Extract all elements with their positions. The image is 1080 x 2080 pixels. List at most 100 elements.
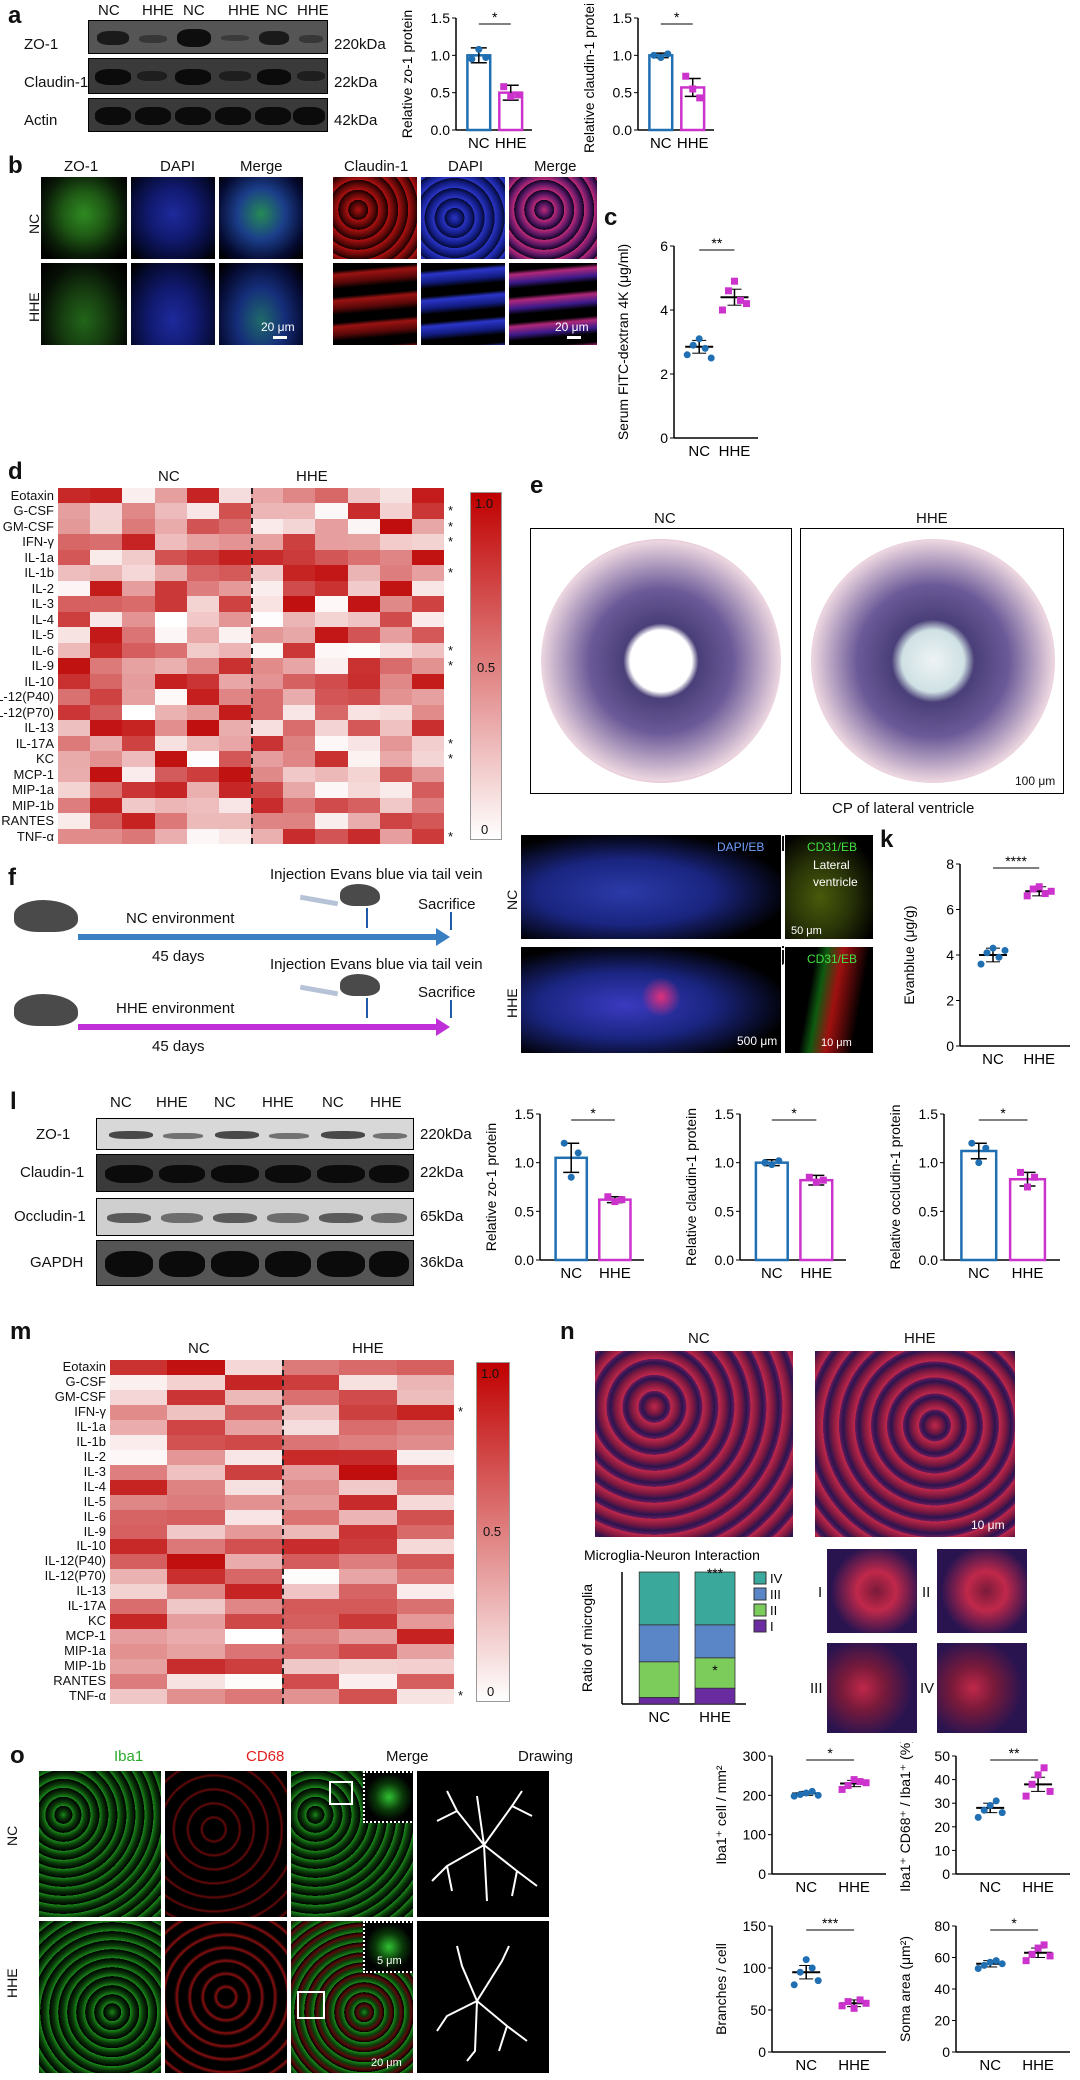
stack-segment	[694, 1657, 736, 1689]
heatmap-cell	[315, 488, 348, 504]
heatmap-cell	[396, 1644, 455, 1660]
stack-segment	[694, 1687, 736, 1705]
heatmap-cell	[224, 1389, 283, 1406]
heatmap-cell	[347, 658, 381, 675]
y-tick-label: 0	[942, 1866, 950, 1882]
image-merge-hhe-o: 5 μm 20 μm	[290, 1920, 414, 2074]
heatmap-cell	[396, 1389, 455, 1406]
down-arrow-icon	[450, 912, 452, 930]
heatmap-cell	[167, 1419, 226, 1436]
heatmap-cell	[154, 658, 188, 675]
heatmap-cell	[224, 1599, 283, 1615]
y-axis-label: Ratio of microglia	[579, 1584, 595, 1692]
scale-label: 20 μm	[371, 2057, 402, 2069]
heatmap-cell	[154, 828, 188, 845]
y-tick-label: 2	[946, 993, 954, 1009]
data-point	[574, 1149, 582, 1157]
heatmap-cell	[339, 1539, 398, 1555]
heatmap-cell	[58, 735, 91, 752]
data-point	[611, 1198, 619, 1206]
colorbar-d: 1.0 0.5 0	[470, 492, 502, 840]
chart-relative-zo1-a: 0.0 0.5 1.0 1.5 Relative zo-1 protein NC HHE *	[399, 9, 532, 152]
heatmap-cell	[186, 797, 220, 814]
data-point	[718, 306, 726, 314]
data-point	[618, 1196, 626, 1204]
heatmap-cell	[90, 518, 123, 535]
colorbar-tick: 0.5	[477, 660, 496, 675]
heatmap-cell	[110, 1509, 168, 1526]
legend-label: IV	[770, 1571, 783, 1586]
heatmap-cell	[154, 611, 188, 628]
sig-star: *	[448, 503, 454, 519]
bar	[1008, 1177, 1047, 1262]
data-point	[689, 85, 697, 93]
band-kda: 220kDa	[334, 36, 386, 53]
cytokine-label: IL-12(P40)	[44, 1553, 106, 1569]
heatmap-cell	[411, 580, 445, 597]
y-tick-label: 0.0	[515, 1252, 535, 1268]
type-label: II	[922, 1584, 931, 1601]
heatmap-cell	[315, 797, 348, 814]
heatmap-cell	[167, 1449, 226, 1466]
heatmap-cell	[411, 503, 445, 520]
heatmap-cell	[224, 1479, 283, 1496]
chart-fitc-dextran: 0 2 4 6 Serum FITC-dextran 4K (μg/ml) NC HHE **	[615, 235, 758, 460]
lane-label: NC	[98, 2, 120, 19]
heatmap-cell	[251, 813, 284, 829]
heatmap-cell	[379, 735, 413, 752]
heatmap-cell	[186, 488, 220, 504]
heatmap-cell	[411, 797, 445, 814]
heatmap-cell	[224, 1404, 283, 1421]
cytokine-label: KC	[35, 751, 54, 767]
heatmap-cell	[411, 766, 445, 783]
x-tick-label: HHE	[1023, 1051, 1055, 1068]
heatmap-cell	[282, 1644, 340, 1660]
bar	[598, 1198, 632, 1262]
heatmap-cell	[379, 611, 413, 628]
heatmap-cell	[154, 642, 188, 659]
scale-label: 500 μm	[737, 1034, 778, 1048]
heatmap-cell	[58, 673, 91, 690]
brain-hhe: 500 μm	[520, 946, 782, 1054]
heatmap-cell	[315, 596, 348, 613]
heatmap-cell	[282, 1599, 340, 1615]
x-tick-label: HHE	[1012, 1265, 1044, 1282]
y-axis-label: Relative occludin-1 protein	[887, 1105, 903, 1270]
heatmap-cell	[154, 720, 188, 737]
cytokine-label: IFN-γ	[22, 534, 54, 550]
histology-hhe: 100 μm	[800, 528, 1064, 794]
heatmap-cell	[379, 766, 413, 783]
heatmap-cell	[282, 1404, 340, 1421]
heatmap-cell	[411, 689, 445, 706]
heatmap-cell	[224, 1464, 283, 1481]
data-point	[742, 300, 750, 308]
x-tick-label: NC	[795, 2057, 817, 2074]
chart-microglia-neuron: Microglia-Neuron Interaction Ratio of mic…	[579, 1547, 783, 1726]
heatmap-cell	[283, 642, 316, 659]
heatmap-cell	[379, 565, 413, 582]
heatmap-cell	[282, 1689, 340, 1705]
heatmap-cell	[58, 534, 91, 551]
inset-box	[363, 1771, 413, 1823]
heatmap-cell	[379, 580, 413, 597]
data-point	[975, 1159, 983, 1167]
lane-label: HHE	[228, 2, 260, 19]
heatmap-cell	[90, 813, 123, 829]
group-divider	[251, 488, 253, 844]
h-label: CD31/EB	[807, 840, 858, 854]
heatmap-cell	[379, 488, 413, 504]
panel-label-d: d	[8, 458, 23, 485]
scale-label: 100 μm	[1015, 774, 1056, 788]
heatmap-cell	[58, 797, 91, 814]
heatmap-cell	[396, 1509, 455, 1526]
heatmap-cell	[339, 1404, 398, 1421]
heatmap-cell	[347, 488, 381, 504]
heatmap-cell	[218, 720, 252, 737]
data-point	[761, 1159, 769, 1167]
lane-label: NC	[183, 2, 205, 19]
data-point	[968, 1139, 976, 1147]
heatmap-cell	[379, 534, 413, 551]
band-name: Claudin-1	[24, 74, 89, 91]
sig-label: *	[1011, 1915, 1017, 1931]
heatmap-cell	[218, 782, 252, 799]
